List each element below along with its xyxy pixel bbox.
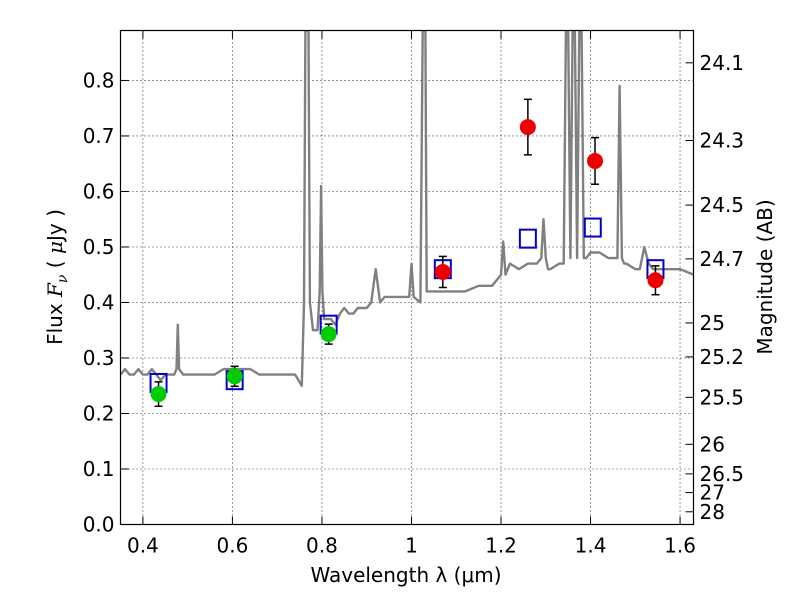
axes-frame <box>119 29 695 526</box>
model-bandpass-point <box>583 217 602 238</box>
y-tick-label: 0.5 <box>83 235 115 259</box>
y2-tick-label: 27 <box>700 481 725 505</box>
x-tick-label: 1.4 <box>575 534 607 558</box>
y-tick-label: 0.8 <box>83 68 115 92</box>
y2-axis-label: Magnitude (AB) <box>753 199 777 354</box>
y2-tick-label: 28 <box>700 500 725 524</box>
observed-nir-point <box>519 119 536 136</box>
y-tick-label: 0.7 <box>83 124 115 148</box>
y2-tick-label: 24.7 <box>700 247 745 271</box>
y-tick-label: 0.0 <box>83 513 115 537</box>
spectrum-line <box>120 30 694 387</box>
svg-text:Flux Fν ( μJy ): Flux Fν ( μJy ) <box>43 209 71 345</box>
grid-lines <box>120 30 694 525</box>
y-tick-label: 0.2 <box>83 401 115 425</box>
observed-nir-point <box>587 152 604 169</box>
y-axis-label: Flux Fν ( μJy ) <box>43 209 71 345</box>
y2-tick-label: 24.1 <box>700 51 745 75</box>
y-tick-label: 0.3 <box>83 346 115 370</box>
observed-nir-point <box>434 263 451 280</box>
x-tick-label: 1 <box>405 534 418 558</box>
y2-tick-label: 24.5 <box>700 193 745 217</box>
y2-tick-label: 26 <box>700 432 725 456</box>
x-tick-label: 1.2 <box>485 534 517 558</box>
y-tick-label: 0.1 <box>83 457 115 481</box>
x-tick-label: 0.8 <box>306 534 338 558</box>
y2-tick-label: 25 <box>700 311 725 335</box>
y2-tick-label: 25.2 <box>700 345 745 369</box>
observed-nir-point <box>647 272 664 289</box>
observed-optical-point <box>150 386 167 403</box>
y-tick-label: 0.6 <box>83 179 115 203</box>
x-tick-label: 0.4 <box>127 534 159 558</box>
x-axis-label: Wavelength λ (μm) <box>310 563 501 587</box>
model-bandpass-point <box>518 228 537 249</box>
observed-optical-point <box>226 368 243 385</box>
y2-tick-label: 25.5 <box>700 385 745 409</box>
axis-ticks: 0.4 0.6 0.8 1 1.2 1.4 1.6 0.0 0.1 0.2 0.3 0.4 0.5 0.6… <box>83 30 745 558</box>
y-tick-label: 0.4 <box>83 290 115 314</box>
observed-optical-point <box>320 326 337 343</box>
plot-area <box>120 30 694 408</box>
y2-tick-label: 26.5 <box>700 462 745 486</box>
x-tick-label: 0.6 <box>217 534 249 558</box>
x-tick-label: 1.6 <box>664 534 696 558</box>
y2-tick-label: 24.3 <box>700 129 745 153</box>
